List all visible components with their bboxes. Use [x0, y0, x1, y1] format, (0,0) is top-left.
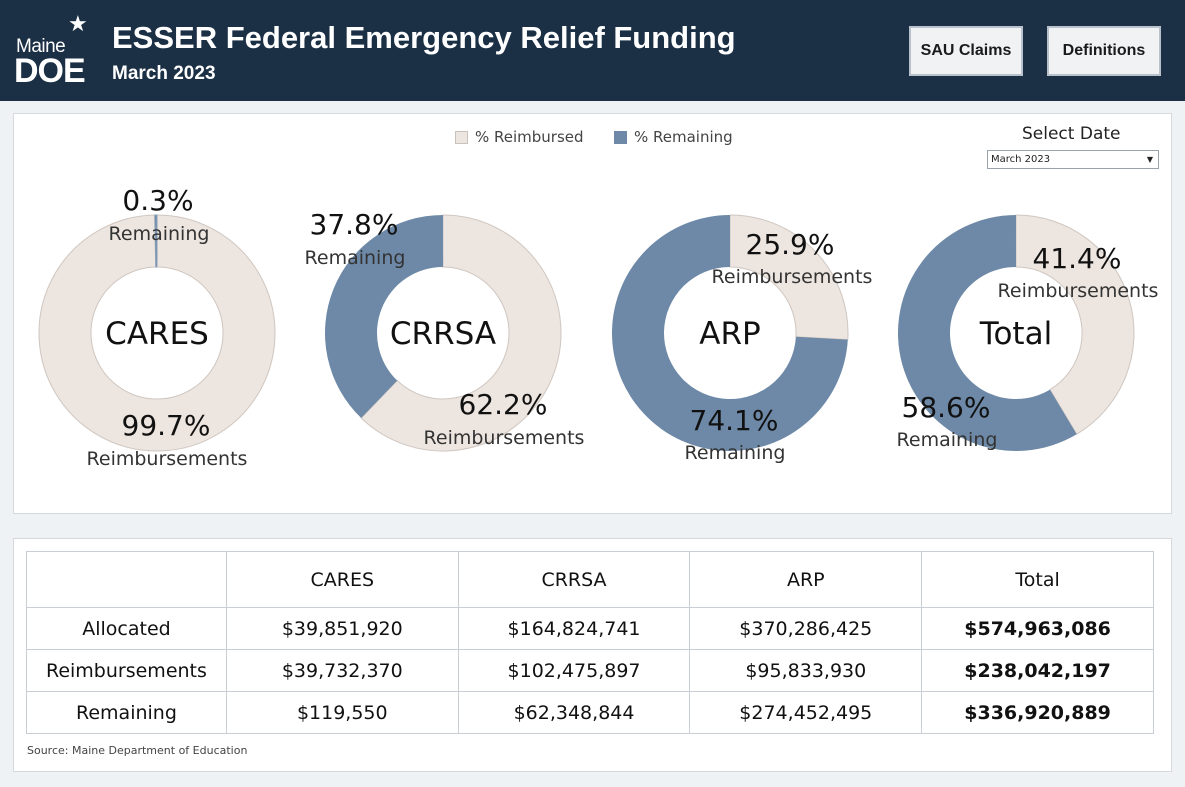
donut-slice-reimbursed-crrsa[interactable]: [360, 214, 562, 452]
donut-title-arp: ARP: [699, 316, 760, 352]
table-header-cell: CRRSA: [457, 551, 691, 608]
donut-charts: CARES 0.3% Remaining 99.7% Reimbursements CRR…: [38, 184, 1159, 470]
table-header-row: CARES CRRSA ARP Total: [26, 551, 1154, 608]
table-cell: $164,824,741: [457, 607, 691, 650]
donut-slice-reimbursed-arp[interactable]: [729, 214, 849, 341]
table-row-label: Allocated: [26, 607, 227, 650]
donut-reimbursed-label-arp: Reimbursements: [712, 266, 873, 288]
donut-reimbursed-label-cares: Reimbursements: [87, 448, 248, 470]
table-cell: $370,286,425: [689, 607, 923, 650]
donut-remaining-label-arp: Remaining: [685, 442, 786, 464]
table-cell: $238,042,197: [921, 649, 1154, 692]
donut-remaining-pct-crrsa: 37.8%: [310, 208, 399, 241]
donut-slice-remaining-arp[interactable]: [612, 215, 848, 451]
table-row-label: Remaining: [26, 691, 227, 734]
donut-reimbursed-pct-cares: 99.7%: [122, 409, 211, 442]
donut-remaining-pct-total: 58.6%: [902, 391, 991, 424]
maine-doe-logo[interactable]: ★ Maine DOE: [14, 12, 88, 90]
logo-maine-text: Maine: [16, 36, 66, 57]
table-cell: $39,851,920: [225, 607, 459, 650]
logo-doe-text: DOE: [14, 52, 86, 90]
table-cell: $119,550: [225, 691, 459, 734]
date-select-value: March 2023: [991, 154, 1051, 165]
page-title: ESSER Federal Emergency Relief Funding: [112, 20, 736, 55]
table-header-cell: CARES: [225, 551, 459, 608]
legend-reimbursed-swatch: [455, 130, 468, 144]
donut-reimbursed-pct-crrsa: 62.2%: [459, 388, 548, 421]
table-cell: $62,348,844: [457, 691, 691, 734]
donut-reimbursed-pct-total: 41.4%: [1033, 242, 1122, 275]
table-cell: $39,732,370: [225, 649, 459, 692]
donut-title-total: Total: [979, 316, 1052, 352]
table-row: Reimbursements $39,732,370 $102,475,897 $95…: [26, 649, 1154, 692]
table-cell: $274,452,495: [689, 691, 923, 734]
table-header-cell: Total: [921, 551, 1154, 608]
donut-panel: [13, 113, 1172, 514]
donut-remaining-label-total: Remaining: [897, 429, 998, 451]
source-note: Source: Maine Department of Education: [27, 744, 248, 757]
table-header-cell: [26, 551, 227, 608]
header-bar: ★ Maine DOE ESSER Federal Emergency Reli…: [0, 0, 1185, 101]
date-select[interactable]: March 2023 ▼: [987, 150, 1159, 169]
legend-remaining-swatch: [614, 130, 627, 144]
donut-remaining-label-crrsa: Remaining: [305, 247, 406, 269]
legend-remaining: % Remaining: [614, 128, 733, 146]
donut-title-crrsa: CRRSA: [390, 316, 496, 352]
table-header-cell: ARP: [689, 551, 923, 608]
legend-reimbursed: % Reimbursed: [455, 128, 584, 146]
definitions-button[interactable]: Definitions: [1047, 26, 1161, 76]
donut-reimbursed-label-total: Reimbursements: [998, 280, 1159, 302]
donut-slice-remaining-crrsa[interactable]: [325, 215, 443, 418]
donut-slice-reimbursed-cares[interactable]: [38, 214, 276, 452]
star-icon: ★: [68, 12, 88, 37]
chevron-down-icon: ▼: [1146, 155, 1153, 164]
table-cell: $102,475,897: [457, 649, 691, 692]
donut-remaining-label-cares: Remaining: [109, 223, 210, 245]
table-cell: $95,833,930: [689, 649, 923, 692]
donut-remaining-pct-arp: 74.1%: [690, 404, 779, 437]
donut-slice-remaining-cares[interactable]: [154, 214, 158, 268]
table-row: Remaining $119,550 $62,348,844 $274,452,495…: [26, 691, 1154, 734]
donut-slice-reimbursed-total[interactable]: [1015, 214, 1135, 435]
donut-reimbursed-pct-arp: 25.9%: [746, 228, 835, 261]
donut-title-cares: CARES: [105, 316, 209, 352]
donut-reimbursed-label-crrsa: Reimbursements: [424, 427, 585, 449]
table-cell: $336,920,889: [921, 691, 1154, 734]
page-subtitle: March 2023: [112, 63, 216, 84]
funding-table: CARES CRRSA ARP Total Allocated $39,851,920 $1…: [26, 551, 1154, 734]
table-row-label: Reimbursements: [26, 649, 227, 692]
legend-reimbursed-label: % Reimbursed: [475, 128, 584, 146]
donut-remaining-pct-cares: 0.3%: [122, 184, 193, 217]
legend-remaining-label: % Remaining: [634, 128, 733, 146]
table-cell: $574,963,086: [921, 607, 1154, 650]
sau-claims-button[interactable]: SAU Claims: [909, 26, 1023, 76]
select-date-label: Select Date: [1022, 124, 1121, 144]
table-row: Allocated $39,851,920 $164,824,741 $370,286…: [26, 607, 1154, 650]
donut-slice-remaining-total[interactable]: [897, 215, 1077, 451]
